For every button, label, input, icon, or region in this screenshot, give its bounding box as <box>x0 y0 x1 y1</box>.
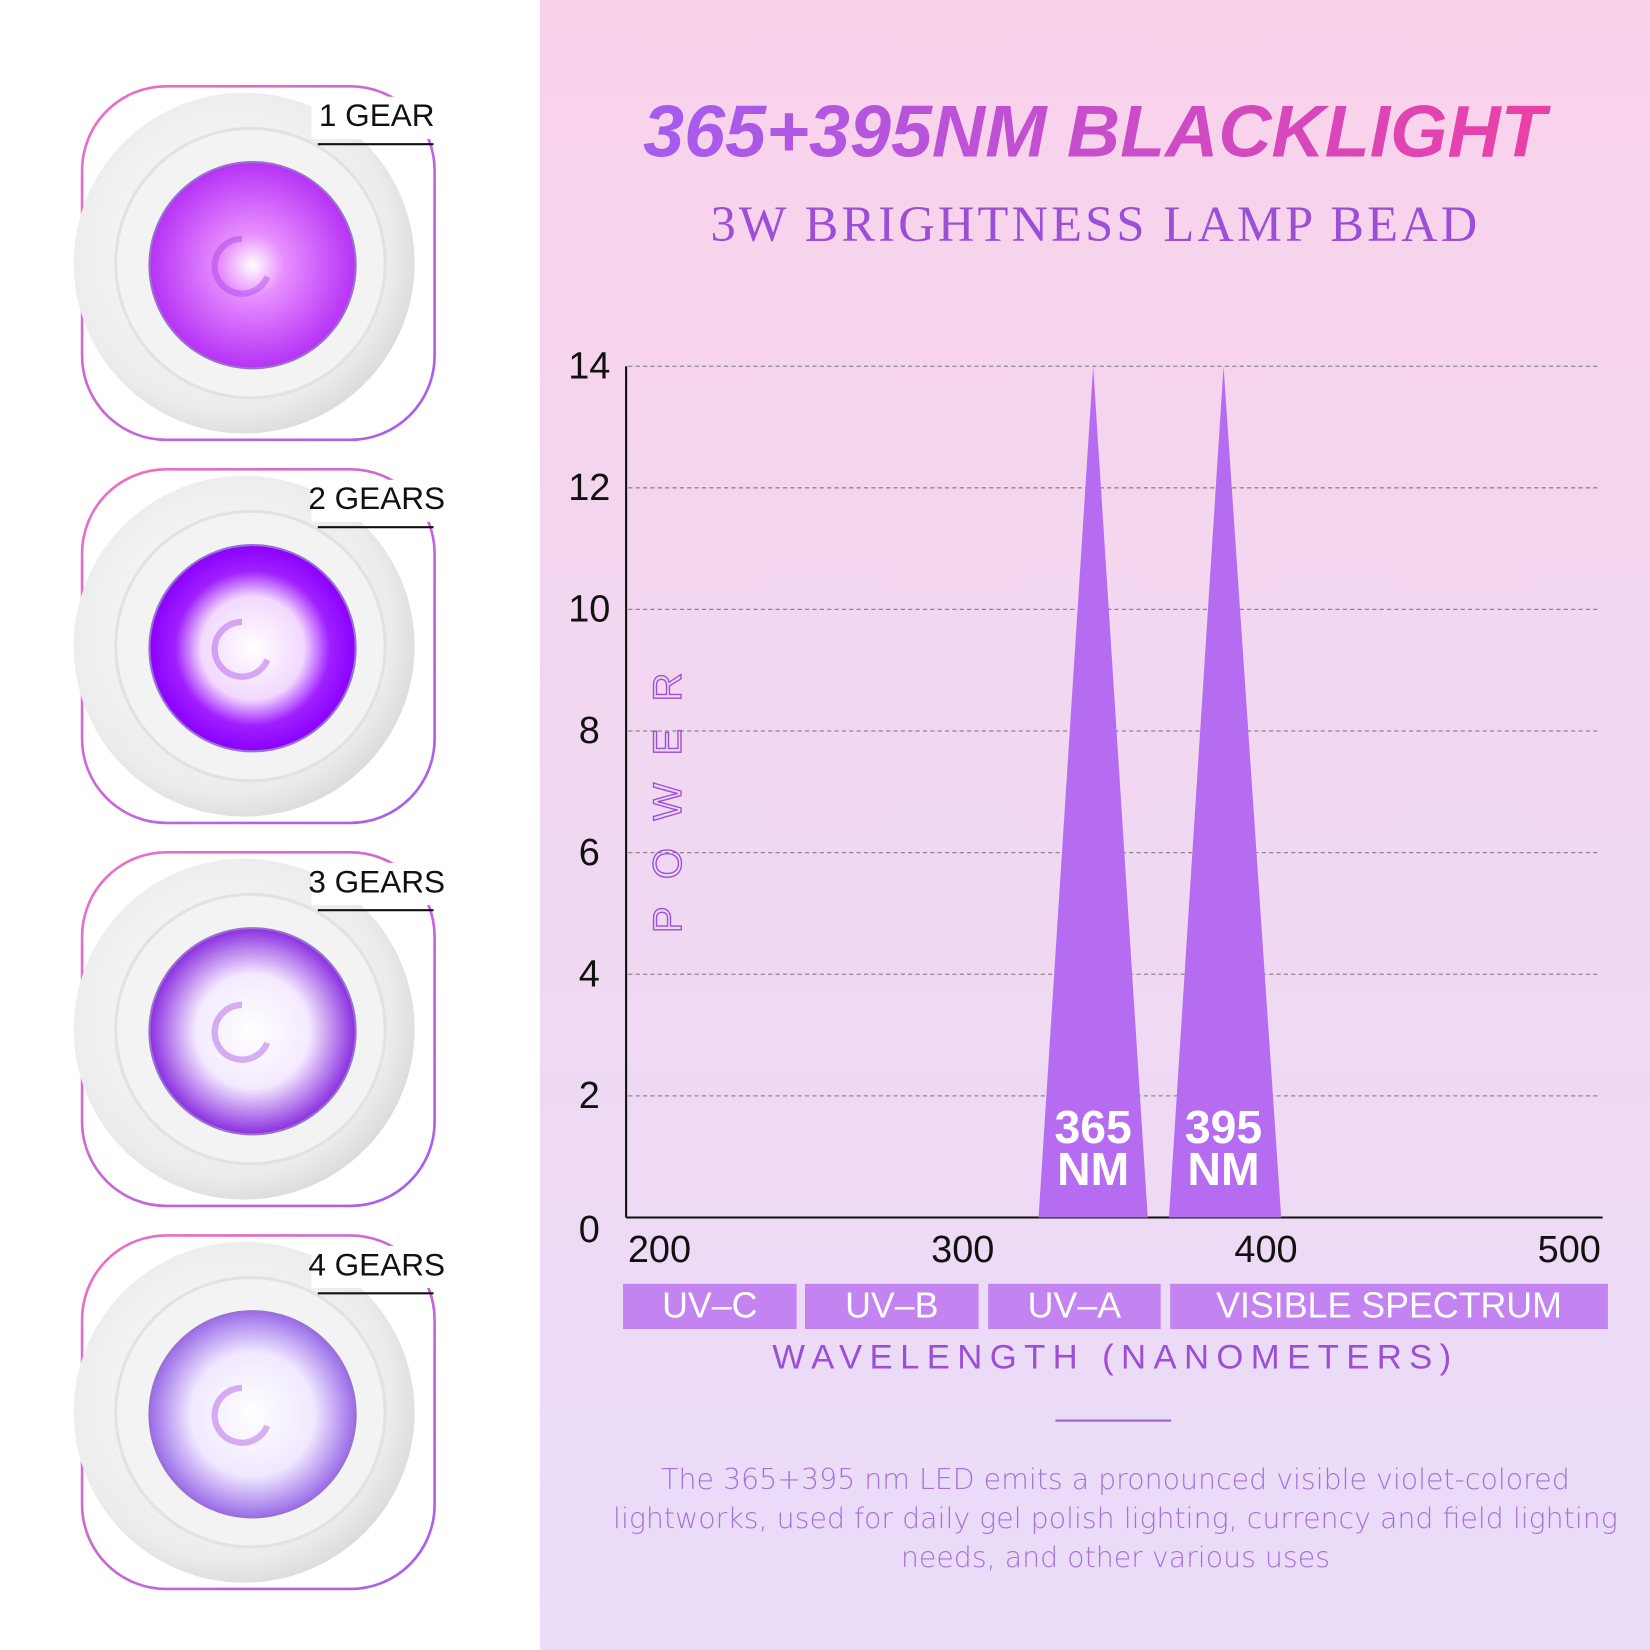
peak-label: 365 NM <box>1054 1107 1132 1196</box>
gear-label: 4 GEARS <box>308 1246 445 1282</box>
y-tick-label: 0 <box>579 1209 600 1251</box>
peak-label-box: 395 NM <box>1184 1107 1263 1196</box>
x-tick-label: 500 <box>1538 1229 1601 1271</box>
label-bg <box>311 96 445 139</box>
band <box>1170 1283 1608 1330</box>
gear-list: 1 GEAR 2 GEARS 3 GEARS 4 GEARS <box>73 84 445 1591</box>
lamp-lens <box>148 544 357 753</box>
y-tick-label: 8 <box>579 710 600 752</box>
label-bg <box>311 862 445 905</box>
x-axis-label: WAVELENGTH (NANOMETERS) <box>772 1339 1458 1377</box>
peak-area <box>1168 366 1282 1218</box>
subtitle: 3W BRIGHTNESS LAMP BEAD <box>711 196 1481 252</box>
band-label: UV–A <box>1028 1285 1122 1325</box>
lamp-lens <box>148 927 357 1136</box>
band <box>805 1283 979 1330</box>
y-tick-label: 6 <box>579 832 600 874</box>
title: 365+395NM BLACKLIGHT <box>643 89 1552 172</box>
gear-card: 2 GEARS <box>73 468 445 825</box>
gear-card: 4 GEARS <box>73 1234 445 1591</box>
y-tick-label: 4 <box>579 953 600 995</box>
lamp-lens <box>148 161 357 370</box>
lamp-lens <box>148 1310 357 1519</box>
gear-label: 1 GEAR <box>319 97 435 133</box>
gear-label: 3 GEARS <box>308 863 445 899</box>
lens-swirl <box>211 1384 271 1446</box>
chart: 0 2 4 6 8 10 12 14 200 300 400 500 POWER 365 NM 395 NM… <box>568 345 1608 1377</box>
band <box>988 1283 1161 1330</box>
band <box>622 1283 797 1330</box>
peak-label: 395 NM <box>1184 1107 1263 1196</box>
lens-swirl <box>211 618 271 680</box>
y-tick-label: 12 <box>568 467 610 509</box>
peak-label-box: 365 NM <box>1054 1107 1132 1196</box>
y-axis-label: POWER <box>646 645 690 933</box>
x-tick-label: 400 <box>1234 1229 1297 1271</box>
label-bg <box>311 1245 445 1289</box>
gear-label: 2 GEARS <box>308 480 445 516</box>
lens-swirl <box>211 235 271 297</box>
lens-swirl <box>211 1001 271 1063</box>
description-box: The 365+395 nm LED emits a pronounced vi… <box>613 1463 1618 1575</box>
y-tick-label: 14 <box>568 345 610 387</box>
x-tick-label: 300 <box>931 1229 994 1271</box>
band-label: UV–C <box>662 1285 757 1325</box>
gear-card: 1 GEAR <box>73 84 445 442</box>
y-tick-label: 10 <box>568 589 610 631</box>
peak-area <box>1038 366 1148 1218</box>
gear-card: 3 GEARS <box>73 851 445 1208</box>
band-label: UV–B <box>845 1285 938 1325</box>
description: The 365+395 nm LED emits a pronounced vi… <box>613 1463 1618 1575</box>
x-tick-label: 200 <box>628 1229 691 1271</box>
band-label: VISIBLE SPECTRUM <box>1216 1285 1562 1325</box>
y-tick-label: 2 <box>579 1075 600 1117</box>
label-bg <box>311 479 445 522</box>
